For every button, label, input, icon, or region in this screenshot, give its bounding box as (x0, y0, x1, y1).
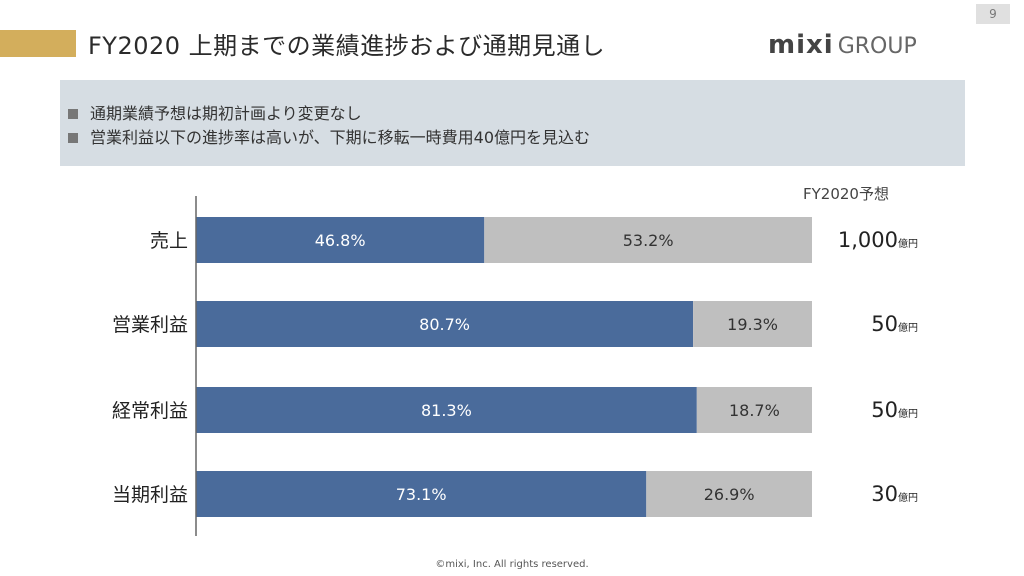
page-number: 9 (976, 4, 1010, 24)
mixi-group-logo: mixi GROUP (768, 30, 917, 60)
category-label: 経常利益 (112, 400, 188, 422)
data-label: 53.2% (623, 231, 674, 250)
page-title: FY2020 上期までの業績進捗および通期見通し (88, 32, 606, 60)
data-label: 18.7% (729, 401, 780, 420)
forecast-value: 1,000億円 (838, 228, 918, 252)
forecast-value: 30億円 (871, 482, 918, 506)
bullet-square-icon (68, 133, 78, 143)
bar-progress (196, 217, 485, 263)
bar-remaining (693, 301, 812, 347)
bullet-text: 通期業績予想は期初計画より変更なし (90, 104, 362, 123)
data-label: 46.8% (315, 231, 366, 250)
forecast-value: 50億円 (871, 312, 918, 336)
bullet-text: 営業利益以下の進捗率は高いが、下期に移転一時費用40億円を見込む (90, 128, 591, 147)
summary-box: 通期業績予想は期初計画より変更なし 営業利益以下の進捗率は高いが、下期に移転一時… (60, 80, 965, 166)
logo-sub: GROUP (837, 34, 917, 59)
bullet-square-icon (68, 109, 78, 119)
forecast-value: 50億円 (871, 398, 918, 422)
data-label: 73.1% (396, 485, 447, 504)
forecast-header: FY2020予想 (803, 185, 889, 203)
category-label: 売上 (150, 230, 188, 252)
category-label: 当期利益 (112, 484, 188, 506)
bar-remaining (646, 471, 812, 517)
logo-main: mixi (768, 30, 834, 60)
data-label: 19.3% (727, 315, 778, 334)
title-accent-bar (0, 30, 76, 57)
data-label: 26.9% (704, 485, 755, 504)
category-label: 営業利益 (112, 314, 188, 336)
bar-remaining (484, 217, 812, 263)
bar-progress (196, 471, 647, 517)
bar-progress (196, 387, 697, 433)
bullet: 通期業績予想は期初計画より変更なし (68, 100, 362, 124)
bar-remaining (696, 387, 812, 433)
bullet: 営業利益以下の進捗率は高いが、下期に移転一時費用40億円を見込む (68, 124, 590, 148)
bar-progress (196, 301, 694, 347)
data-label: 81.3% (421, 401, 472, 420)
data-label: 80.7% (419, 315, 470, 334)
copyright: ©mixi, Inc. All rights reserved. (435, 559, 589, 570)
